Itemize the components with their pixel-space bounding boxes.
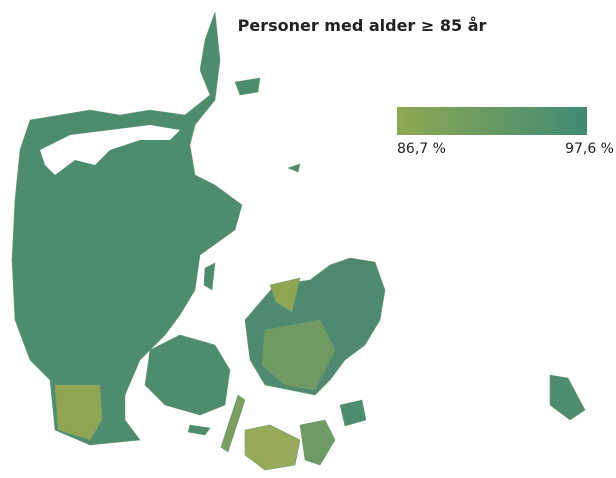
odsherred	[269, 277, 301, 313]
anholt	[287, 163, 301, 173]
laesoe	[234, 77, 261, 96]
funen	[144, 334, 231, 416]
bornholm	[549, 374, 586, 421]
legend-min-label: 86,7 %	[397, 141, 446, 157]
moen	[339, 399, 367, 427]
jutland	[11, 11, 243, 446]
samsoe	[203, 262, 216, 291]
aeroe	[187, 424, 211, 436]
south-zealand	[261, 319, 336, 391]
map-title: Personer med alder ≥ 85 år	[238, 16, 487, 35]
southwest-jutland	[54, 384, 103, 441]
color-scale	[397, 107, 587, 135]
legend-max-label: 97,6 %	[565, 141, 614, 157]
denmark	[11, 11, 586, 471]
falster	[299, 419, 336, 466]
langeland	[220, 394, 246, 453]
limfjord	[40, 125, 180, 175]
lolland	[244, 424, 301, 471]
